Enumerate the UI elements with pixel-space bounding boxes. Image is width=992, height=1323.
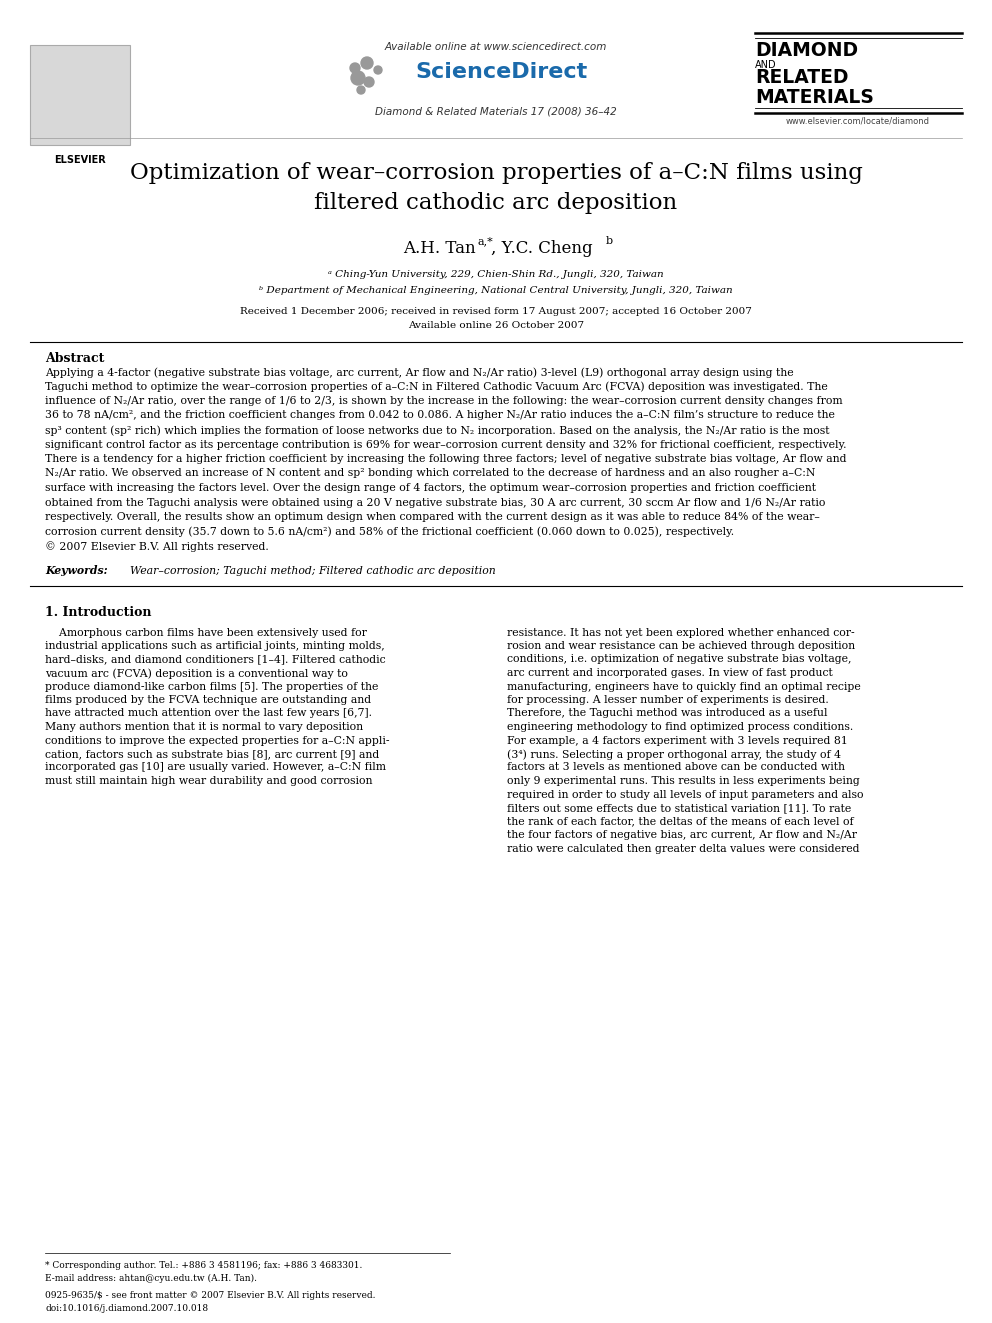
Text: filters out some effects due to statistical variation [11]. To rate: filters out some effects due to statisti… bbox=[507, 803, 851, 814]
Text: Taguchi method to optimize the wear–corrosion properties of a–C:N in Filtered Ca: Taguchi method to optimize the wear–corr… bbox=[45, 381, 827, 392]
Text: sp³ content (sp² rich) which implies the formation of loose networks due to N₂ i: sp³ content (sp² rich) which implies the… bbox=[45, 425, 829, 435]
Text: vacuum arc (FCVA) deposition is a conventional way to: vacuum arc (FCVA) deposition is a conven… bbox=[45, 668, 348, 679]
Text: AND: AND bbox=[755, 60, 777, 70]
Text: DIAMOND: DIAMOND bbox=[755, 41, 858, 60]
Text: obtained from the Taguchi analysis were obtained using a 20 V negative substrate: obtained from the Taguchi analysis were … bbox=[45, 497, 825, 508]
Text: ᵃ Ching-Yun University, 229, Chien-Shin Rd., Jungli, 320, Taiwan: ᵃ Ching-Yun University, 229, Chien-Shin … bbox=[328, 270, 664, 279]
Circle shape bbox=[374, 66, 382, 74]
Text: A.H. Tan: A.H. Tan bbox=[404, 239, 476, 257]
Text: significant control factor as its percentage contribution is 69% for wear–corros: significant control factor as its percen… bbox=[45, 439, 846, 450]
Text: E-mail address: ahtan@cyu.edu.tw (A.H. Tan).: E-mail address: ahtan@cyu.edu.tw (A.H. T… bbox=[45, 1274, 257, 1283]
Text: * Corresponding author. Tel.: +886 3 4581196; fax: +886 3 4683301.: * Corresponding author. Tel.: +886 3 458… bbox=[45, 1261, 362, 1270]
Text: MATERIALS: MATERIALS bbox=[755, 89, 874, 107]
Text: films produced by the FCVA technique are outstanding and: films produced by the FCVA technique are… bbox=[45, 695, 371, 705]
Text: produce diamond-like carbon films [5]. The properties of the: produce diamond-like carbon films [5]. T… bbox=[45, 681, 378, 692]
Text: ratio were calculated then greater delta values were considered: ratio were calculated then greater delta… bbox=[507, 844, 859, 853]
Text: incorporated gas [10] are usually varied. However, a–C:N film: incorporated gas [10] are usually varied… bbox=[45, 762, 386, 773]
Text: Applying a 4-factor (negative substrate bias voltage, arc current, Ar flow and N: Applying a 4-factor (negative substrate … bbox=[45, 366, 794, 377]
Text: Available online at www.sciencedirect.com: Available online at www.sciencedirect.co… bbox=[385, 42, 607, 52]
Bar bbox=[30, 45, 130, 146]
Text: N₂/Ar ratio. We observed an increase of N content and sp² bonding which correlat: N₂/Ar ratio. We observed an increase of … bbox=[45, 468, 815, 479]
Text: filtered cathodic arc deposition: filtered cathodic arc deposition bbox=[314, 192, 678, 214]
Text: Therefore, the Taguchi method was introduced as a useful: Therefore, the Taguchi method was introd… bbox=[507, 709, 827, 718]
Text: conditions, i.e. optimization of negative substrate bias voltage,: conditions, i.e. optimization of negativ… bbox=[507, 655, 851, 664]
Text: cation, factors such as substrate bias [8], arc current [9] and: cation, factors such as substrate bias [… bbox=[45, 749, 379, 759]
Text: RELATED: RELATED bbox=[755, 67, 848, 87]
Text: must still maintain high wear durability and good corrosion: must still maintain high wear durability… bbox=[45, 777, 373, 786]
Text: surface with increasing the factors level. Over the design range of 4 factors, t: surface with increasing the factors leve… bbox=[45, 483, 816, 493]
Text: Available online 26 October 2007: Available online 26 October 2007 bbox=[408, 321, 584, 329]
Text: required in order to study all levels of input parameters and also: required in order to study all levels of… bbox=[507, 790, 863, 799]
Text: Keywords:: Keywords: bbox=[45, 565, 107, 577]
Text: There is a tendency for a higher friction coefficient by increasing the followin: There is a tendency for a higher frictio… bbox=[45, 454, 846, 464]
Text: Wear–corrosion; Taguchi method; Filtered cathodic arc deposition: Wear–corrosion; Taguchi method; Filtered… bbox=[130, 565, 496, 576]
Text: industrial applications such as artificial joints, minting molds,: industrial applications such as artifici… bbox=[45, 642, 385, 651]
Text: factors at 3 levels as mentioned above can be conducted with: factors at 3 levels as mentioned above c… bbox=[507, 762, 845, 773]
Text: Diamond & Related Materials 17 (2008) 36–42: Diamond & Related Materials 17 (2008) 36… bbox=[375, 107, 617, 116]
Circle shape bbox=[357, 86, 365, 94]
Circle shape bbox=[350, 64, 360, 73]
Text: doi:10.1016/j.diamond.2007.10.018: doi:10.1016/j.diamond.2007.10.018 bbox=[45, 1304, 208, 1312]
Text: have attracted much attention over the last few years [6,7].: have attracted much attention over the l… bbox=[45, 709, 372, 718]
Text: ᵇ Department of Mechanical Engineering, National Central University, Jungli, 320: ᵇ Department of Mechanical Engineering, … bbox=[259, 286, 733, 295]
Text: Many authors mention that it is normal to vary deposition: Many authors mention that it is normal t… bbox=[45, 722, 363, 732]
Text: resistance. It has not yet been explored whether enhanced cor-: resistance. It has not yet been explored… bbox=[507, 627, 855, 638]
Text: ELSEVIER: ELSEVIER bbox=[55, 155, 106, 165]
Text: only 9 experimental runs. This results in less experiments being: only 9 experimental runs. This results i… bbox=[507, 777, 860, 786]
Text: engineering methodology to find optimized process conditions.: engineering methodology to find optimize… bbox=[507, 722, 853, 732]
Text: corrosion current density (35.7 down to 5.6 nA/cm²) and 58% of the frictional co: corrosion current density (35.7 down to … bbox=[45, 527, 734, 537]
Circle shape bbox=[351, 71, 365, 85]
Text: respectively. Overall, the results show an optimum design when compared with the: respectively. Overall, the results show … bbox=[45, 512, 819, 523]
Text: www.elsevier.com/locate/diamond: www.elsevier.com/locate/diamond bbox=[786, 116, 930, 126]
Text: 36 to 78 nA/cm², and the friction coefficient changes from 0.042 to 0.086. A hig: 36 to 78 nA/cm², and the friction coeffi… bbox=[45, 410, 835, 421]
Text: © 2007 Elsevier B.V. All rights reserved.: © 2007 Elsevier B.V. All rights reserved… bbox=[45, 541, 269, 552]
Text: (3⁴) runs. Selecting a proper orthogonal array, the study of 4: (3⁴) runs. Selecting a proper orthogonal… bbox=[507, 749, 841, 759]
Text: Optimization of wear–corrosion properties of a–C:N films using: Optimization of wear–corrosion propertie… bbox=[130, 161, 862, 184]
Text: For example, a 4 factors experiment with 3 levels required 81: For example, a 4 factors experiment with… bbox=[507, 736, 848, 745]
Text: the rank of each factor, the deltas of the means of each level of: the rank of each factor, the deltas of t… bbox=[507, 816, 854, 827]
Text: Amorphous carbon films have been extensively used for: Amorphous carbon films have been extensi… bbox=[45, 627, 367, 638]
Text: b: b bbox=[606, 235, 613, 246]
Text: Abstract: Abstract bbox=[45, 352, 104, 365]
Text: Received 1 December 2006; received in revised form 17 August 2007; accepted 16 O: Received 1 December 2006; received in re… bbox=[240, 307, 752, 316]
Text: 1. Introduction: 1. Introduction bbox=[45, 606, 152, 618]
Text: 0925-9635/$ - see front matter © 2007 Elsevier B.V. All rights reserved.: 0925-9635/$ - see front matter © 2007 El… bbox=[45, 1291, 376, 1301]
Circle shape bbox=[364, 77, 374, 87]
Text: manufacturing, engineers have to quickly find an optimal recipe: manufacturing, engineers have to quickly… bbox=[507, 681, 861, 692]
Text: for processing. A lesser number of experiments is desired.: for processing. A lesser number of exper… bbox=[507, 695, 828, 705]
Text: the four factors of negative bias, arc current, Ar flow and N₂/Ar: the four factors of negative bias, arc c… bbox=[507, 830, 857, 840]
Text: hard–disks, and diamond conditioners [1–4]. Filtered cathodic: hard–disks, and diamond conditioners [1–… bbox=[45, 655, 386, 664]
Circle shape bbox=[361, 57, 373, 69]
Text: conditions to improve the expected properties for a–C:N appli-: conditions to improve the expected prope… bbox=[45, 736, 390, 745]
Text: , Y.C. Cheng: , Y.C. Cheng bbox=[491, 239, 592, 257]
Text: influence of N₂/Ar ratio, over the range of 1/6 to 2/3, is shown by the increase: influence of N₂/Ar ratio, over the range… bbox=[45, 396, 842, 406]
Text: a,*: a,* bbox=[478, 235, 494, 246]
Text: ScienceDirect: ScienceDirect bbox=[415, 62, 587, 82]
Text: rosion and wear resistance can be achieved through deposition: rosion and wear resistance can be achiev… bbox=[507, 642, 855, 651]
Text: arc current and incorporated gases. In view of fast product: arc current and incorporated gases. In v… bbox=[507, 668, 832, 677]
